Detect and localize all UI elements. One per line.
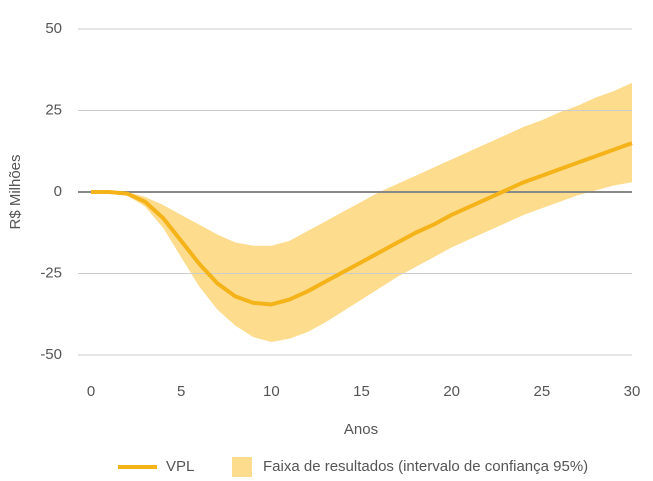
y-tick-label: -50 bbox=[40, 346, 62, 363]
y-axis-label: R$ Milhões bbox=[7, 154, 24, 229]
x-tick-label: 0 bbox=[87, 383, 95, 400]
x-tick-label: 20 bbox=[443, 383, 460, 400]
legend-label: Faixa de resultados (intervalo de confia… bbox=[263, 458, 588, 475]
y-tick-label: 50 bbox=[45, 20, 62, 37]
y-tick-label: 25 bbox=[45, 101, 62, 118]
x-tick-label: 15 bbox=[353, 383, 370, 400]
confidence-band bbox=[91, 82, 632, 342]
x-axis-label: Anos bbox=[344, 421, 378, 438]
line bbox=[91, 141, 633, 307]
x-tick-label: 25 bbox=[533, 383, 550, 400]
x-tick-label: 30 bbox=[624, 383, 641, 400]
x-tick-label: 5 bbox=[177, 383, 185, 400]
legend-label: VPL bbox=[166, 458, 194, 475]
y-tick-label: 0 bbox=[54, 183, 62, 200]
legend-swatch bbox=[232, 457, 252, 477]
x-tick-label: 10 bbox=[263, 383, 280, 400]
y-tick-label: -25 bbox=[40, 264, 62, 281]
